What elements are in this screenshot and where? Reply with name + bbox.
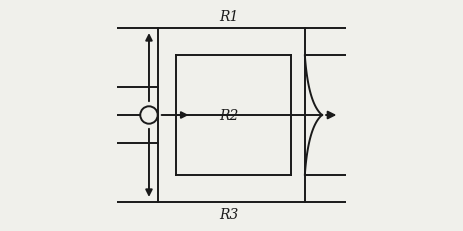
- Text: R2: R2: [219, 109, 239, 122]
- Circle shape: [140, 107, 158, 124]
- Text: R3: R3: [219, 207, 239, 221]
- Text: R1: R1: [219, 10, 239, 24]
